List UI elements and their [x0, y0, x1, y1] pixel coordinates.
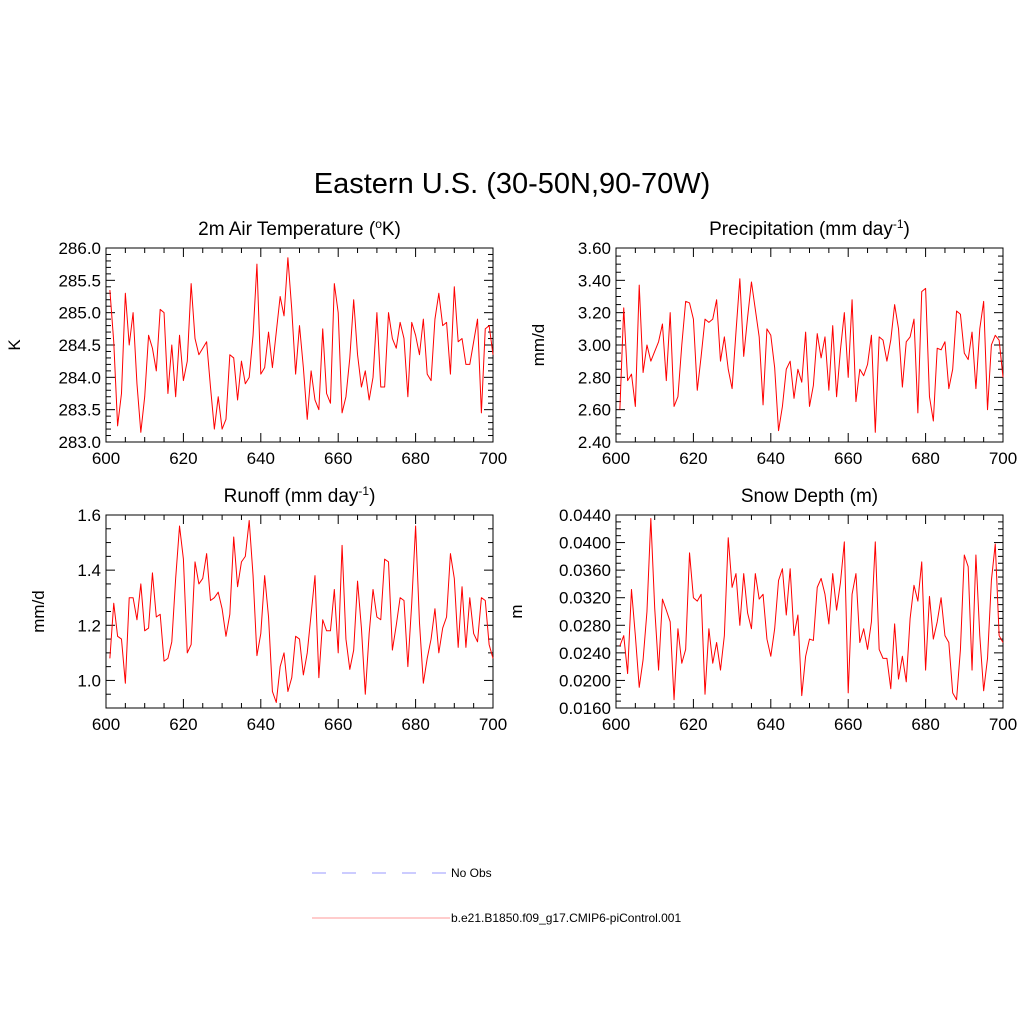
snow-xtick-label: 680 — [911, 715, 939, 734]
precip-xtick-label: 700 — [989, 449, 1017, 468]
runoff-ytick-label: 1.6 — [77, 506, 101, 525]
precip-xtick-label: 620 — [679, 449, 707, 468]
legend-obs-label: No Obs — [451, 866, 492, 880]
snow-ytick-label: 0.0280 — [559, 616, 611, 635]
precip-ytick-label: 3.00 — [578, 336, 611, 355]
precip-xtick-label: 640 — [757, 449, 785, 468]
legend-model-label: b.e21.B1850.f09_g17.CMIP6-piControl.001 — [451, 911, 681, 925]
snow-xtick-label: 620 — [679, 715, 707, 734]
snow-ytick-label: 0.0240 — [559, 644, 611, 663]
panels: 600 620 640 660 680 700 283.0 283.5 284.0 284.5 28… — [5, 217, 1017, 734]
runoff-xtick-label: 620 — [169, 715, 197, 734]
precip-title-main: Precipitation (mm day — [709, 219, 893, 240]
runoff-ytick-label: 1.0 — [77, 671, 101, 690]
precip-title-sup: -1 — [893, 217, 904, 231]
chart-snow: 600 620 640 660 680 700 0.0160 0.0200 0.0240 0.02… — [507, 486, 1017, 734]
temp-ytick-label: 283.5 — [58, 401, 101, 420]
runoff-title-suffix: ) — [369, 486, 375, 507]
precip-xtick-label: 680 — [911, 449, 939, 468]
temp-xtick-label: 680 — [401, 449, 429, 468]
snow-ytick-label: 0.0320 — [559, 589, 611, 608]
temp-title: 2m Air Temperature (oK) — [198, 217, 401, 240]
runoff-ytick-label: 1.2 — [77, 616, 101, 635]
temp-ytick-label: 286.0 — [58, 239, 101, 258]
runoff-title: Runoff (mm day-1) — [224, 484, 376, 507]
temp-xtick-label: 620 — [169, 449, 197, 468]
temp-title-main: 2m Air Temperature ( — [198, 219, 376, 240]
temp-xtick-label: 700 — [479, 449, 507, 468]
runoff-xtick-label: 680 — [401, 715, 429, 734]
precip-ytick-label: 2.80 — [578, 368, 611, 387]
temp-ytick-label: 284.5 — [58, 336, 101, 355]
snow-ytick-label: 0.0440 — [559, 506, 611, 525]
precip-ytick-label: 3.60 — [578, 239, 611, 258]
temp-ylabel: K — [5, 339, 24, 351]
temp-xtick-label: 660 — [324, 449, 352, 468]
precip-ytick-label: 2.60 — [578, 401, 611, 420]
snow-plot-frame — [615, 514, 1004, 709]
temp-xtick-label: 640 — [247, 449, 275, 468]
temp-ytick-label: 283.0 — [58, 433, 101, 452]
temp-title-sup: o — [375, 217, 382, 231]
figure-title: Eastern U.S. (30-50N,90-70W) — [314, 168, 710, 200]
temp-ytick-label: 284.0 — [58, 368, 101, 387]
snow-title: Snow Depth (m) — [741, 486, 878, 507]
snow-ytick-label: 0.0360 — [559, 561, 611, 580]
precip-xtick-label: 600 — [602, 449, 630, 468]
precip-ylabel: mm/d — [529, 324, 548, 367]
runoff-series-line-0 — [109, 520, 494, 703]
precip-title-suffix: ) — [904, 219, 910, 240]
snow-xtick-label: 600 — [602, 715, 630, 734]
chart-precip: 600 620 640 660 680 700 2.40 2.60 2.80 3.00 3.20 3.… — [529, 217, 1017, 468]
snow-ytick-label: 0.0200 — [559, 671, 611, 690]
runoff-ylabel: mm/d — [29, 590, 48, 633]
snow-ylabel: m — [507, 604, 526, 618]
snow-xtick-label: 640 — [757, 715, 785, 734]
temp-ytick-label: 285.0 — [58, 304, 101, 323]
snow-xtick-label: 660 — [834, 715, 862, 734]
runoff-xtick-label: 600 — [92, 715, 120, 734]
precip-series-line-0 — [619, 278, 1004, 433]
precip-title: Precipitation (mm day-1) — [709, 217, 910, 240]
precip-ytick-label: 2.40 — [578, 433, 611, 452]
runoff-ytick-label: 1.4 — [77, 561, 101, 580]
precip-xtick-label: 660 — [834, 449, 862, 468]
snow-series-line-0 — [619, 517, 1004, 701]
chart-temp: 600 620 640 660 680 700 283.0 283.5 284.0 284.5 28… — [5, 217, 507, 468]
precip-ytick-label: 3.40 — [578, 271, 611, 290]
chart-runoff: 600 620 640 660 680 700 1.0 1.2 1.4 1.6 mm/d Runoff… — [29, 484, 507, 734]
runoff-xtick-label: 660 — [324, 715, 352, 734]
runoff-xtick-label: 640 — [247, 715, 275, 734]
temp-title-suffix: K) — [382, 219, 401, 240]
legend: No Obs b.e21.B1850.f09_g17.CMIP6-piContr… — [312, 866, 681, 925]
runoff-xtick-label: 700 — [479, 715, 507, 734]
snow-title-main: Snow Depth (m) — [741, 486, 878, 507]
temp-xtick-label: 600 — [92, 449, 120, 468]
temp-plot-frame — [105, 247, 494, 443]
snow-ytick-label: 0.0400 — [559, 534, 611, 553]
temp-series-line-0 — [109, 257, 494, 433]
precip-ytick-label: 3.20 — [578, 304, 611, 323]
runoff-title-main: Runoff (mm day — [224, 486, 359, 507]
snow-xtick-label: 700 — [989, 715, 1017, 734]
snow-ytick-label: 0.0160 — [559, 699, 611, 718]
temp-ytick-label: 285.5 — [58, 271, 101, 290]
runoff-title-sup: -1 — [358, 484, 369, 498]
